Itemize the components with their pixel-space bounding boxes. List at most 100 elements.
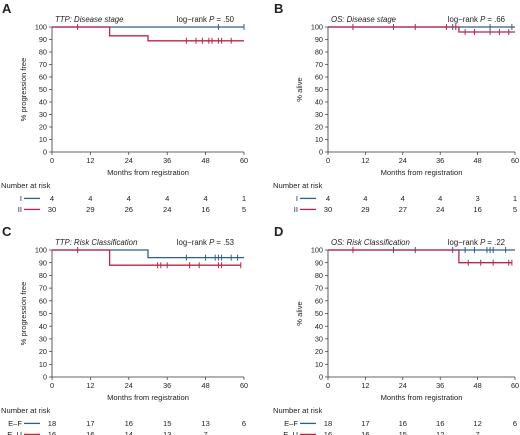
risk-count: 4 xyxy=(326,194,330,203)
x-tick-label: 24 xyxy=(125,381,133,390)
y-tick-label: 60 xyxy=(39,73,47,82)
y-tick-label: 100 xyxy=(35,23,47,32)
risk-count: 29 xyxy=(86,205,94,214)
x-tick-label: 48 xyxy=(474,156,482,165)
y-tick-label: 40 xyxy=(39,98,47,107)
chart-title: TTP: Risk Classification xyxy=(55,238,137,247)
pvalue-label: log−rank P = .53 xyxy=(177,238,234,247)
x-axis-label: Months from registration xyxy=(107,393,189,402)
risk-count: 24 xyxy=(436,205,444,214)
x-tick-label: 24 xyxy=(399,156,407,165)
y-tick-label: 90 xyxy=(39,35,47,44)
x-axis-label: Months from registration xyxy=(107,168,189,177)
risk-count: 16 xyxy=(201,205,209,214)
risk-count: 16 xyxy=(48,430,56,435)
pvalue-prefix: log−rank xyxy=(448,15,480,24)
x-axis-label: Months from registration xyxy=(381,393,463,402)
pvalue-suffix: = .53 xyxy=(214,238,234,247)
panel-c: C TTP: Risk Classification log−rank P = .5… xyxy=(1,224,248,435)
panel-letter: A xyxy=(2,1,12,16)
y-tick-label: 80 xyxy=(39,271,47,280)
risk-count: 17 xyxy=(361,419,369,428)
y-tick-label: 10 xyxy=(39,360,47,369)
x-tick-label: 36 xyxy=(436,156,444,165)
x-tick-label: 0 xyxy=(326,381,330,390)
pvalue-p: P xyxy=(209,15,215,24)
y-tick-label: 90 xyxy=(39,258,47,267)
risk-count: 29 xyxy=(361,205,369,214)
x-tick-label: 12 xyxy=(361,156,369,165)
risk-count: 16 xyxy=(399,419,407,428)
risk-count: 4 xyxy=(165,194,169,203)
risk-count: 4 xyxy=(438,194,442,203)
panel-letter: B xyxy=(274,1,283,16)
pvalue-prefix: log−rank xyxy=(177,238,209,247)
risk-count: 18 xyxy=(324,419,332,428)
risk-count: 16 xyxy=(361,430,369,435)
risk-count: 16 xyxy=(436,419,444,428)
risk-count: 30 xyxy=(324,205,332,214)
risk-count: 1 xyxy=(513,194,517,203)
pvalue-suffix: = .50 xyxy=(214,15,234,24)
risk-table-label: Number at risk xyxy=(1,181,51,190)
y-tick-label: 70 xyxy=(315,60,323,69)
y-tick-label: 80 xyxy=(39,48,47,57)
x-tick-label: 12 xyxy=(86,156,94,165)
risk-count: 6 xyxy=(513,419,517,428)
y-tick-label: 20 xyxy=(315,123,323,132)
chart-title: OS: Risk Classification xyxy=(331,238,410,247)
survival-curve-1 xyxy=(52,26,244,42)
x-tick-label: 0 xyxy=(50,381,54,390)
risk-count: 16 xyxy=(324,430,332,435)
risk-count: 13 xyxy=(201,419,209,428)
survival-curve-1 xyxy=(328,249,512,264)
risk-count: 15 xyxy=(163,419,171,428)
x-tick-label: 24 xyxy=(399,381,407,390)
y-tick-label: 20 xyxy=(39,123,47,132)
y-tick-label: 80 xyxy=(315,48,323,57)
y-tick-label: 70 xyxy=(39,284,47,293)
pvalue-label: log−rank P = .22 xyxy=(448,238,505,247)
risk-count: 7 xyxy=(475,430,479,435)
x-tick-label: 36 xyxy=(436,381,444,390)
y-tick-label: 70 xyxy=(315,284,323,293)
risk-count: 30 xyxy=(48,205,56,214)
risk-count: 27 xyxy=(399,205,407,214)
y-tick-label: 10 xyxy=(39,135,47,144)
pvalue-p: P xyxy=(480,238,486,247)
y-tick-label: 40 xyxy=(315,98,323,107)
panel-d: D OS: Risk Classification log−rank P = .22… xyxy=(273,224,519,435)
y-tick-label: 50 xyxy=(39,85,47,94)
y-tick-label: 100 xyxy=(311,23,323,32)
chart-title: OS: Disease stage xyxy=(331,15,397,24)
pvalue-suffix: = .66 xyxy=(485,15,505,24)
y-tick-label: 50 xyxy=(39,309,47,318)
risk-count: 15 xyxy=(399,430,407,435)
x-tick-label: 36 xyxy=(163,381,171,390)
risk-count: 12 xyxy=(436,430,444,435)
risk-row-name: II xyxy=(294,205,298,214)
y-tick-label: 0 xyxy=(319,373,323,382)
y-axis-label: % progression free xyxy=(19,282,28,346)
y-tick-label: 60 xyxy=(315,296,323,305)
risk-count: 24 xyxy=(163,205,171,214)
risk-count: 5 xyxy=(513,205,517,214)
risk-row-name: II xyxy=(18,205,22,214)
y-tick-label: 30 xyxy=(39,335,47,344)
risk-table-label: Number at risk xyxy=(1,406,51,415)
y-tick-label: 50 xyxy=(315,85,323,94)
x-tick-label: 60 xyxy=(511,381,519,390)
risk-row-name: E–F xyxy=(8,419,22,428)
risk-count: 6 xyxy=(242,419,246,428)
y-tick-label: 40 xyxy=(315,322,323,331)
y-axis-label: % alive xyxy=(295,301,304,325)
y-axis-label: % alive xyxy=(295,77,304,101)
y-tick-label: 0 xyxy=(319,148,323,157)
risk-count: 4 xyxy=(88,194,92,203)
panel-letter: D xyxy=(274,224,283,239)
y-tick-label: 50 xyxy=(315,309,323,318)
y-tick-label: 0 xyxy=(43,148,47,157)
risk-count: 17 xyxy=(86,419,94,428)
x-tick-label: 60 xyxy=(240,381,248,390)
risk-count: 12 xyxy=(473,419,481,428)
